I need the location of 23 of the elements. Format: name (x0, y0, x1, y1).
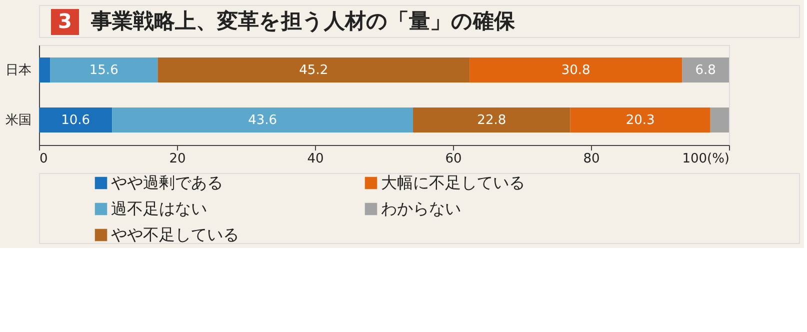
data-label: 10.6 (61, 113, 90, 128)
x-tick-label: 60 (445, 152, 462, 166)
data-label: 43.6 (248, 113, 278, 128)
x-tick-label: 80 (583, 152, 600, 166)
legend-label: わからない (381, 199, 461, 218)
x-tick-label: 100(%) (682, 152, 730, 166)
legend-label: 過不足はない (111, 199, 207, 218)
y-tick-label: 米国 (6, 113, 32, 128)
text: 3 (58, 9, 72, 33)
legend-label: やや不足している (111, 225, 239, 244)
data-label: 30.8 (561, 63, 590, 78)
chart-title: 事業戦略上、変革を担う人材の「量」の確保 (90, 9, 516, 33)
legend-label: やや過剰である (111, 173, 223, 192)
data-label: 20.3 (626, 113, 655, 128)
x-tick-label: 20 (169, 152, 186, 166)
legend-label: 大幅に不足している (381, 173, 525, 192)
data-label: 6.8 (695, 63, 716, 78)
x-tick-label: 40 (307, 152, 324, 166)
data-label: 45.2 (299, 63, 328, 78)
data-label: 22.8 (477, 113, 506, 128)
data-label: 15.6 (89, 63, 118, 78)
y-tick-label: 日本 (6, 63, 32, 78)
x-tick-label: 0 (40, 152, 48, 166)
